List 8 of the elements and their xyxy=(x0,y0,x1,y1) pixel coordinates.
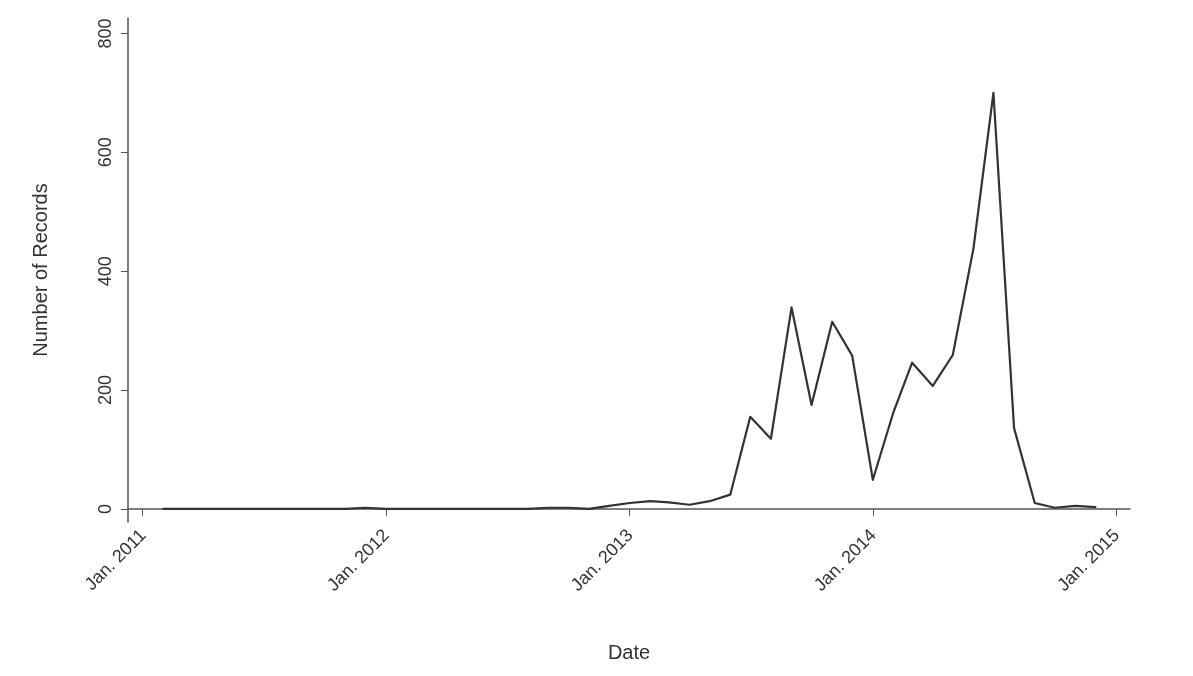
y-tick-label: 200 xyxy=(95,375,115,406)
y-tick-label: 600 xyxy=(95,137,115,168)
line-series xyxy=(162,91,1097,511)
y-axis-title: Number of Records xyxy=(29,183,51,357)
y-tick-label: 400 xyxy=(95,256,115,287)
y-tick-label: 0 xyxy=(95,503,115,514)
x-axis-title: Date xyxy=(607,641,651,663)
y-tick-label: 800 xyxy=(95,18,115,49)
